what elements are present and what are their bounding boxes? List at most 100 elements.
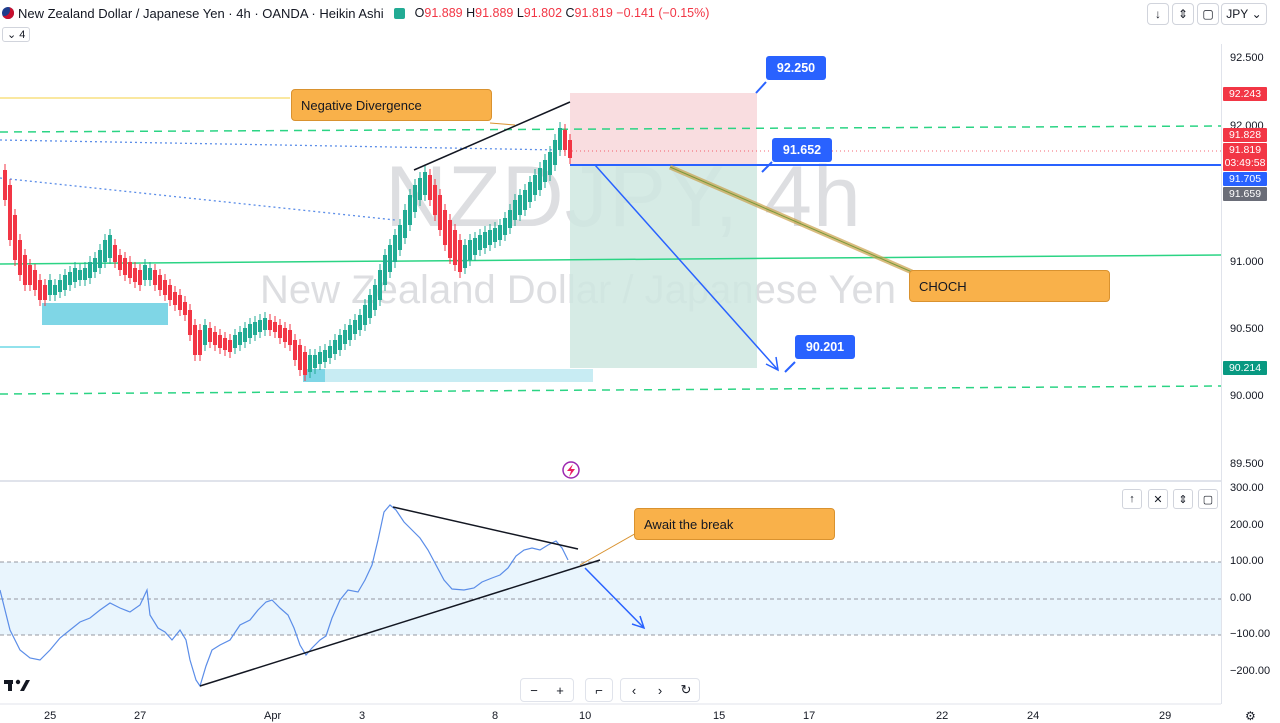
arrow-down-icon[interactable]: ↓ [1147, 3, 1169, 25]
pane-close-icon[interactable]: ✕ [1148, 489, 1168, 509]
candle-body [303, 352, 307, 375]
osc-tick: 0.00 [1230, 592, 1252, 604]
candle-body [83, 268, 87, 280]
pane-collapse-icon[interactable]: ⇕ [1173, 489, 1193, 509]
time-label: 8 [492, 710, 499, 722]
time-label: 3 [359, 710, 366, 722]
candle-body [193, 325, 197, 355]
entry-label[interactable]: 91.652 [772, 138, 832, 162]
zoom-in-icon[interactable]: + [556, 682, 564, 698]
candle-body [203, 325, 207, 345]
target-price-tag: 92.243 [1223, 87, 1267, 101]
candle-body [553, 140, 557, 165]
candle-body [473, 238, 477, 255]
candle-body [523, 190, 527, 210]
candle-body [568, 140, 572, 158]
cci-line [0, 504, 569, 688]
candle-body [258, 320, 262, 332]
candle-body [498, 225, 502, 240]
candle-body [388, 245, 392, 272]
candle-body [88, 262, 92, 278]
price-tick: 91.000 [1230, 256, 1264, 268]
candle-body [363, 305, 367, 325]
candle-body [183, 302, 187, 315]
currency-selector[interactable]: JPY ⌄ [1221, 3, 1267, 25]
scroll-controls[interactable]: ‹ › ↻ [620, 678, 700, 702]
candle-body [558, 128, 562, 150]
candle-body [513, 200, 517, 220]
reload-icon[interactable]: ↻ [680, 682, 692, 697]
candle-body [328, 346, 332, 358]
pane-maximize-icon[interactable]: ▢ [1198, 489, 1218, 509]
price-tick: 90.500 [1230, 323, 1264, 335]
price-tick: 89.500 [1230, 458, 1264, 470]
time-label: 17 [803, 710, 816, 722]
candle-body [288, 330, 292, 345]
reset-scale-control[interactable]: ⌐ [585, 678, 613, 702]
chart-header: New Zealand Dollar / Japanese Yen · 4h ·… [0, 0, 1220, 26]
await-break-callout[interactable]: Await the break [634, 508, 835, 540]
candle-body [503, 218, 507, 235]
candle-body [3, 170, 7, 200]
chevron-down-icon[interactable]: ⌄ 4 [2, 26, 31, 42]
candle-body [428, 175, 432, 200]
pane-up-icon[interactable]: ↑ [1122, 489, 1142, 509]
candle-body [408, 195, 412, 225]
market-open-icon [393, 7, 405, 19]
negative-divergence-callout[interactable]: Negative Divergence [291, 89, 492, 121]
candle-body [563, 130, 567, 150]
candle-body [463, 245, 467, 268]
bar-countdown: 03:49:58 [1224, 157, 1266, 169]
scroll-left-icon[interactable]: ‹ [631, 682, 637, 698]
symbol-title[interactable]: New Zealand Dollar / Japanese Yen · 4h ·… [18, 5, 384, 21]
settings-gear-icon[interactable]: ⚙ [1245, 709, 1256, 723]
osc-tick: 200.00 [1230, 519, 1264, 531]
candle-body [38, 280, 42, 300]
time-label: Apr [264, 710, 282, 722]
open-value: 91.889 [424, 6, 463, 20]
candle-body [493, 228, 497, 242]
candle-body [243, 328, 247, 342]
candle-body [28, 265, 32, 285]
indicator-toggle[interactable]: ⌄ 4 [0, 26, 31, 42]
price-axis[interactable] [1221, 44, 1280, 704]
candle-body [33, 270, 37, 290]
candle-body [58, 280, 62, 292]
collapse-icon[interactable]: ⇕ [1172, 3, 1194, 25]
choch-callout[interactable]: CHOCH [909, 270, 1110, 302]
time-label: 15 [713, 710, 726, 722]
maximize-icon[interactable]: ▢ [1197, 3, 1219, 25]
symbol-flag-icon [2, 7, 14, 19]
reset-scale-icon[interactable]: ⌐ [595, 682, 603, 698]
osc-tick: 100.00 [1230, 555, 1264, 567]
scroll-right-icon[interactable]: › [657, 682, 663, 698]
candle-body [448, 220, 452, 258]
candle-body [368, 295, 372, 318]
candle-body [533, 175, 537, 195]
candle-body [283, 328, 287, 342]
zoom-out-icon[interactable]: − [530, 682, 538, 698]
candle-body [293, 340, 297, 360]
candle-body [268, 320, 272, 330]
candle-body [338, 335, 342, 350]
candle-body [168, 285, 172, 300]
time-label: 27 [134, 710, 147, 722]
time-label: 22 [936, 710, 949, 722]
candle-body [393, 235, 397, 262]
candle-body [8, 185, 12, 240]
candle-body [508, 210, 512, 228]
time-label: 25 [44, 710, 57, 722]
candle-body [308, 355, 312, 372]
candle-body [488, 230, 492, 245]
stop-loss-label[interactable]: 92.250 [766, 56, 826, 80]
candle-body [108, 235, 112, 258]
candle-body [378, 270, 382, 300]
candle-body [208, 328, 212, 342]
zoom-controls[interactable]: − + [520, 678, 574, 702]
candle-body [48, 280, 52, 295]
candle-body [318, 352, 322, 364]
take-profit-label[interactable]: 90.201 [795, 335, 855, 359]
entry-price-tag: 91.705 [1223, 172, 1267, 186]
candle-body [238, 332, 242, 345]
